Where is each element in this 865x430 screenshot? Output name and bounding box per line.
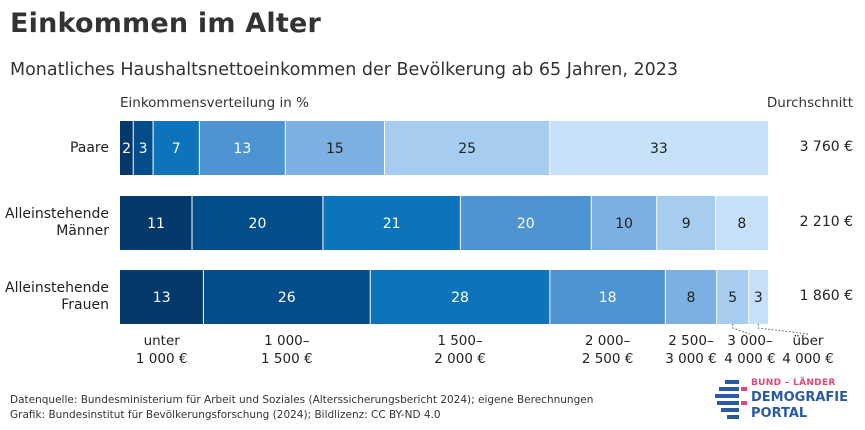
leader-line xyxy=(757,324,809,335)
bar-segment xyxy=(715,196,768,250)
data-label: 20 xyxy=(249,216,267,232)
bar-segment xyxy=(199,121,286,175)
row-label: Alleinstehende Männer xyxy=(0,206,109,240)
row-label: Paare xyxy=(0,140,109,157)
bar-segment xyxy=(133,121,154,175)
category-label: 2 000 € xyxy=(434,351,486,367)
credit-note: Grafik: Bundesinstitut für Bevölkerungsf… xyxy=(10,409,441,421)
data-label: 13 xyxy=(153,290,171,306)
leader-line xyxy=(732,324,751,335)
data-label: 21 xyxy=(383,216,401,232)
bar-segment xyxy=(370,270,550,324)
bar-segment xyxy=(549,270,666,324)
logo-bars-icon xyxy=(715,380,747,419)
bar-segment xyxy=(120,121,134,175)
data-label: 7 xyxy=(172,141,181,157)
category-label: 2 500 € xyxy=(582,351,634,367)
average-header: Durchschnitt xyxy=(766,95,853,111)
category-label: über xyxy=(793,333,824,349)
category-label: 4 000 € xyxy=(724,351,776,367)
category-label: 4 000 € xyxy=(782,351,834,367)
logo-mid-text: DEMOGRAFIE xyxy=(751,390,848,405)
bar-segment xyxy=(120,196,192,250)
bar-segment xyxy=(591,196,657,250)
row-label-line: Frauen xyxy=(61,297,109,313)
data-label: 10 xyxy=(615,216,633,232)
data-label: 20 xyxy=(517,216,535,232)
data-label: 28 xyxy=(451,290,469,306)
bar-segment xyxy=(716,270,749,324)
average-value: 1 860 € xyxy=(799,288,853,304)
bar-segment xyxy=(384,121,550,175)
category-label: 2 500– xyxy=(668,333,714,349)
bar-segment xyxy=(120,270,204,324)
category-label: 1 500– xyxy=(437,333,483,349)
category-label: 1 500 € xyxy=(261,351,313,367)
chart-subtitle: Monatliches Haushaltsnettoeinkommen der … xyxy=(10,60,679,80)
row-label-line: Alleinstehende xyxy=(5,280,109,296)
category-label: 1 000 € xyxy=(136,351,188,367)
data-label: 9 xyxy=(682,216,691,232)
data-label: 13 xyxy=(233,141,251,157)
bar-segment xyxy=(656,196,716,250)
category-label: unter xyxy=(144,333,181,349)
row-label-line: Paare xyxy=(69,139,109,156)
bar-segment xyxy=(549,121,768,175)
category-label: 3 000 € xyxy=(665,351,717,367)
chart-title: Einkommen im Alter xyxy=(10,8,321,39)
row-label-line: Alleinstehende xyxy=(5,206,109,222)
logo-bot-text: PORTAL xyxy=(751,406,808,421)
average-value: 2 210 € xyxy=(799,214,853,230)
data-label: 26 xyxy=(278,290,296,306)
category-label: 2 000– xyxy=(585,333,631,349)
data-label: 5 xyxy=(728,290,737,306)
average-value: 3 760 € xyxy=(799,139,853,155)
data-label: 2 xyxy=(122,141,131,157)
bar-segment xyxy=(192,196,323,250)
bar-segment xyxy=(460,196,592,250)
bar-segment xyxy=(322,196,461,250)
source-note: Datenquelle: Bundesministerium für Arbei… xyxy=(10,394,594,406)
data-label: 33 xyxy=(650,141,668,157)
data-label: 3 xyxy=(139,141,148,157)
data-label: 15 xyxy=(326,141,344,157)
bar-segment xyxy=(285,121,385,175)
data-label: 18 xyxy=(599,290,617,306)
bar-segment xyxy=(748,270,768,324)
data-label: 11 xyxy=(147,216,165,232)
bar-segment xyxy=(665,270,717,324)
category-label: 3 000– xyxy=(727,333,773,349)
bar-segment xyxy=(153,121,200,175)
distribution-header: Einkommensverteilung in % xyxy=(120,95,309,111)
data-label: 3 xyxy=(754,290,763,306)
bar-segment xyxy=(203,270,371,324)
demografie-portal-logo[interactable]: BUND – LÄNDER DEMOGRAFIE PORTAL xyxy=(715,376,855,426)
row-label: Alleinstehende Frauen xyxy=(0,280,109,314)
logo-top-text: BUND – LÄNDER xyxy=(751,378,836,388)
data-label: 25 xyxy=(458,141,476,157)
data-label: 8 xyxy=(687,290,696,306)
row-label-line: Männer xyxy=(56,223,109,239)
category-label: 1 000– xyxy=(264,333,310,349)
data-label: 8 xyxy=(737,216,746,232)
